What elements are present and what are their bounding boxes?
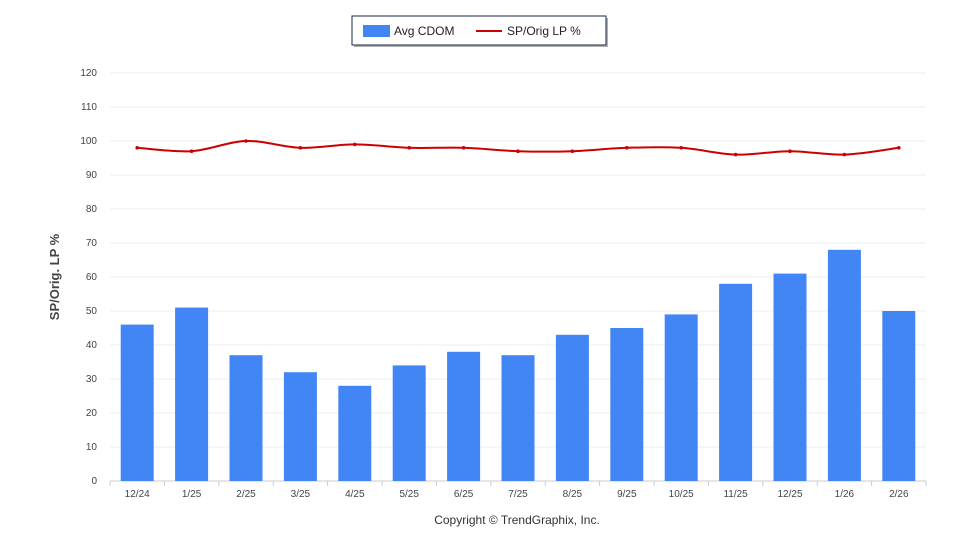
y-tick-label: 30 <box>86 374 98 385</box>
x-tick-label: 2/25 <box>236 489 256 500</box>
bar-avg-cdom <box>555 334 589 481</box>
bar-avg-cdom <box>447 351 481 481</box>
point-sp-orig-lp <box>189 149 194 153</box>
point-sp-orig-lp <box>298 146 303 150</box>
point-sp-orig-lp <box>897 146 901 150</box>
bar-avg-cdom <box>338 385 372 481</box>
x-tick-label: 7/25 <box>508 489 528 500</box>
bar-avg-cdom <box>664 314 698 481</box>
bar-avg-cdom <box>229 355 263 481</box>
x-tick-label: 1/26 <box>835 489 855 500</box>
x-tick-label: 11/25 <box>723 489 748 500</box>
y-tick-label: 90 <box>86 170 98 181</box>
point-sp-orig-lp <box>570 149 575 153</box>
bar-avg-cdom <box>120 324 154 481</box>
x-tick-label: 4/25 <box>345 489 365 500</box>
legend-swatch-avg-cdom <box>363 25 390 37</box>
y-tick-label: 20 <box>86 408 98 419</box>
bar-avg-cdom <box>392 365 426 481</box>
point-sp-orig-lp <box>842 152 847 157</box>
bar-avg-cdom <box>882 311 916 481</box>
y-tick-label: 110 <box>81 102 97 113</box>
bar-avg-cdom <box>501 355 535 481</box>
x-tick-label: 9/25 <box>617 489 637 500</box>
y-tick-label: 120 <box>80 68 97 79</box>
y-tick-label: 70 <box>86 238 98 249</box>
x-tick-label: 2/26 <box>889 489 909 500</box>
point-sp-orig-lp <box>733 152 738 157</box>
x-tick-label: 12/24 <box>125 489 150 500</box>
x-tick-label: 5/25 <box>399 489 419 500</box>
point-sp-orig-lp <box>788 149 792 153</box>
x-tick-label: 3/25 <box>291 489 311 500</box>
bar-avg-cdom <box>175 307 209 481</box>
legend: Avg CDOM SP/Orig LP % <box>351 15 608 47</box>
legend-label-avg-cdom: Avg CDOM <box>394 24 454 38</box>
x-tick-label: 6/25 <box>454 489 474 500</box>
point-sp-orig-lp <box>679 146 683 150</box>
x-tick-label: 12/25 <box>777 489 802 500</box>
y-tick-label: 80 <box>86 204 98 215</box>
y-tick-label: 10 <box>86 442 98 453</box>
bar-avg-cdom <box>610 328 644 481</box>
point-sp-orig-lp <box>461 146 466 150</box>
y-tick-label: 0 <box>91 476 97 487</box>
y-tick-label: 100 <box>80 136 97 147</box>
bar-avg-cdom <box>719 283 753 481</box>
x-tick-label: 1/25 <box>182 489 202 500</box>
point-sp-orig-lp <box>625 146 629 150</box>
legend-label-sp-orig: SP/Orig LP % <box>507 24 581 38</box>
bar-avg-cdom <box>283 372 317 481</box>
point-sp-orig-lp <box>353 142 357 147</box>
bar-avg-cdom <box>827 249 861 481</box>
point-sp-orig-lp <box>516 149 520 153</box>
y-tick-label: 60 <box>86 272 98 283</box>
y-axis-label: SP/Orig. LP % <box>47 233 62 320</box>
x-tick-label: 10/25 <box>669 489 694 500</box>
y-tick-label: 50 <box>86 306 98 317</box>
x-tick-label: 8/25 <box>563 489 583 500</box>
copyright: Copyright © TrendGraphix, Inc. <box>434 513 600 527</box>
point-sp-orig-lp <box>244 139 248 143</box>
point-sp-orig-lp <box>407 146 412 150</box>
bar-avg-cdom <box>773 273 807 481</box>
point-sp-orig-lp <box>135 146 139 150</box>
y-tick-label: 40 <box>86 340 98 351</box>
